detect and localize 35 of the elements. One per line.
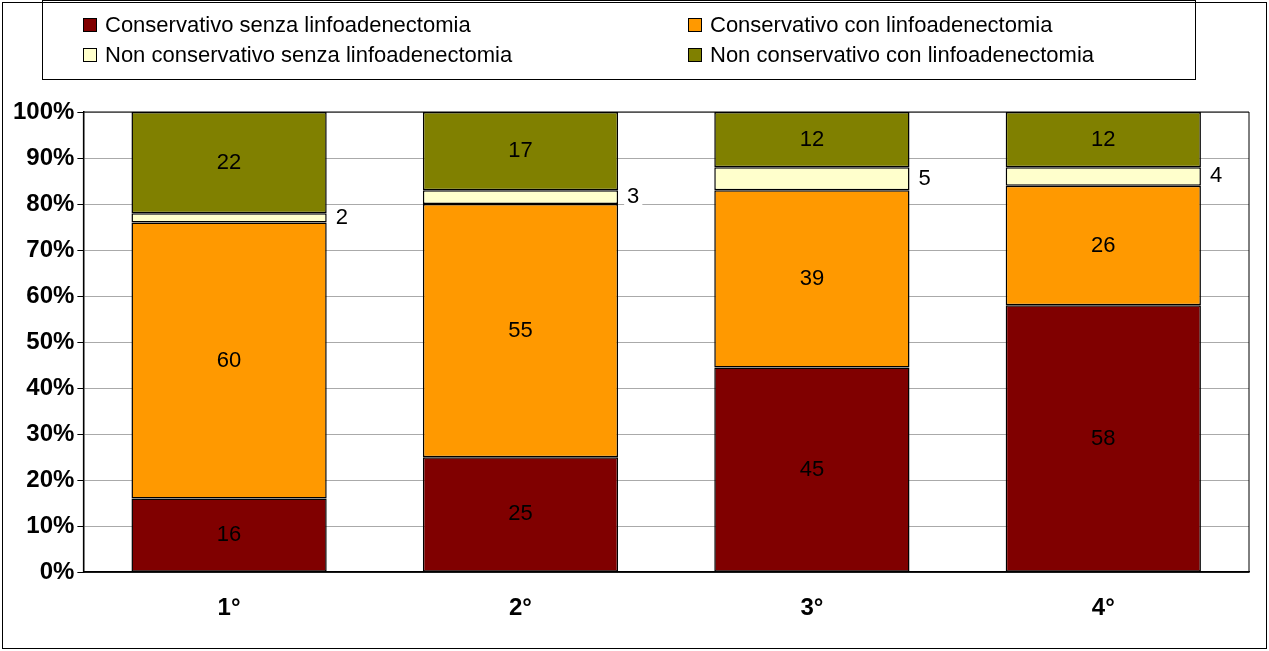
data-label: 25 [508, 500, 533, 526]
data-label: 12 [799, 125, 825, 151]
y-tick-label: 30% [26, 418, 75, 446]
legend-label: Conservativo senza linfoadenectomia [105, 12, 471, 38]
y-tick-label: 20% [26, 464, 75, 492]
data-label: 22 [216, 148, 242, 174]
y-tick-label: 50% [26, 326, 75, 354]
data-label: 17 [508, 137, 533, 163]
legend-label: Non conservativo senza linfoadenectomia [105, 42, 513, 68]
legend-label: Non conservativo con linfoadenectomia [710, 42, 1095, 68]
x-tick-label: 2° [509, 593, 532, 621]
x-tick-label: 4° [1091, 593, 1115, 621]
y-tick-label: 0% [39, 556, 75, 584]
data-label: 4 [1209, 162, 1223, 188]
data-label: 12 [1091, 125, 1116, 151]
y-tick-label: 70% [26, 234, 75, 262]
y-tick-label: 40% [26, 372, 75, 400]
y-tick-label: 100% [12, 96, 75, 124]
y-tick-label: 90% [26, 142, 75, 170]
data-label: 5 [918, 164, 931, 190]
data-label: 2 [335, 203, 348, 229]
data-label: 55 [508, 316, 533, 342]
data-label: 26 [1091, 231, 1116, 257]
x-tick-label: 1° [217, 593, 241, 621]
data-label: 3 [627, 183, 640, 209]
y-tick-label: 80% [26, 188, 75, 216]
y-tick-label: 60% [26, 280, 75, 308]
data-label: 39 [799, 264, 825, 290]
legend-label: Conservativo con linfoadenectomia [710, 12, 1053, 38]
data-label: 45 [799, 455, 825, 481]
x-tick-label: 3° [800, 593, 824, 621]
y-tick-label: 10% [26, 510, 75, 538]
data-label: 58 [1091, 424, 1116, 450]
data-label: 60 [216, 346, 242, 372]
data-label: 16 [216, 521, 242, 547]
